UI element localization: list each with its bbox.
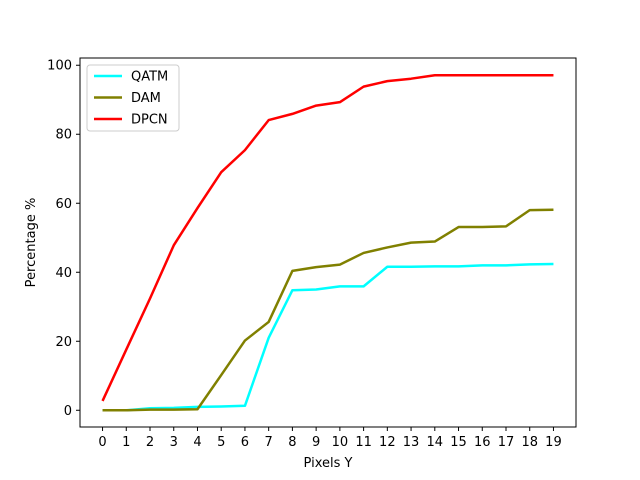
series-line-dpcn bbox=[101, 74, 554, 402]
legend-box bbox=[86, 64, 180, 132]
x-tick-label: 7 bbox=[265, 435, 273, 450]
y-axis-ticks: 0 20 40 60 80 100 bbox=[47, 59, 80, 419]
legend-label: DPCN bbox=[131, 113, 168, 128]
x-tick-label: 19 bbox=[545, 435, 562, 450]
legend-label: QATM bbox=[131, 70, 168, 85]
y-tick-label: 100 bbox=[47, 59, 72, 74]
x-tick-label: 3 bbox=[170, 435, 178, 450]
x-tick-label: 2 bbox=[146, 435, 154, 450]
y-tick-label: 20 bbox=[55, 335, 72, 350]
legend: QATM DAM DPCN bbox=[86, 64, 180, 132]
y-tick-label: 80 bbox=[55, 128, 72, 143]
x-tick-label: 5 bbox=[217, 435, 225, 450]
y-axis-label: Percentage % bbox=[24, 198, 39, 288]
x-tick-label: 8 bbox=[288, 435, 296, 450]
x-tick-label: 9 bbox=[312, 435, 320, 450]
x-tick-label: 10 bbox=[332, 435, 349, 450]
legend-label: DAM bbox=[131, 91, 161, 106]
x-tick-label: 18 bbox=[521, 435, 538, 450]
y-tick-label: 0 bbox=[64, 404, 72, 419]
x-tick-label: 14 bbox=[427, 435, 444, 450]
x-tick-label: 6 bbox=[241, 435, 249, 450]
series-line-dam bbox=[102, 208, 554, 412]
x-tick-label: 13 bbox=[403, 435, 420, 450]
x-axis-label: Pixels Y bbox=[304, 456, 353, 471]
series-line-qatm bbox=[102, 262, 554, 412]
x-tick-label: 11 bbox=[355, 435, 372, 450]
x-tick-label: 12 bbox=[379, 435, 396, 450]
x-tick-label: 17 bbox=[498, 435, 515, 450]
x-tick-label: 0 bbox=[98, 435, 106, 450]
x-tick-label: 16 bbox=[474, 435, 491, 450]
y-tick-label: 60 bbox=[55, 197, 72, 212]
y-tick-label: 40 bbox=[55, 266, 72, 281]
plot-lines bbox=[101, 74, 554, 412]
x-axis-ticks: 0 1 2 3 4 5 6 7 8 9 10 11 12 13 14 15 16 17 18 19 bbox=[98, 427, 562, 450]
x-tick-label: 1 bbox=[122, 435, 130, 450]
x-tick-label: 15 bbox=[450, 435, 467, 450]
x-tick-label: 4 bbox=[193, 435, 201, 450]
axes-frame bbox=[79, 57, 577, 428]
